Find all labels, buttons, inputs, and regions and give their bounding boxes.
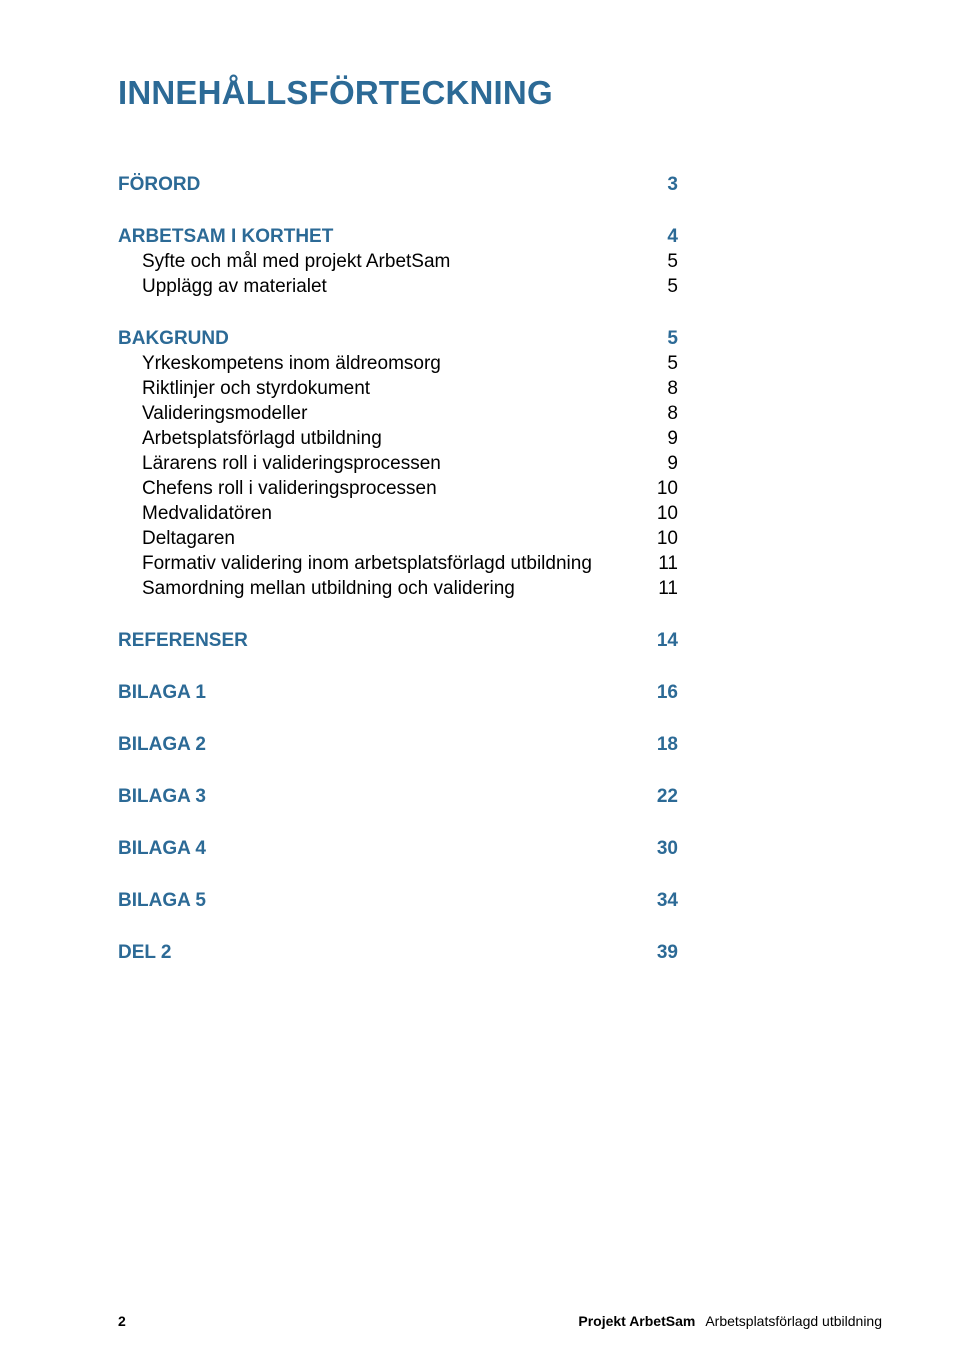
footer-subtitle: Arbetsplatsförlagd utbildning	[705, 1313, 882, 1329]
toc-section-label: BILAGA 5	[118, 890, 628, 912]
toc-subitem-label: Riktlinjer och styrdokument	[142, 378, 628, 400]
toc-subitem-label: Arbetsplatsförlagd utbildning	[142, 428, 628, 450]
toc-subitem: Valideringsmodeller 8	[118, 403, 678, 425]
toc-subitem-page: 5	[648, 276, 678, 298]
page-title: INNEHÅLLSFÖRTECKNING	[118, 74, 842, 112]
footer-page-number: 2	[118, 1313, 126, 1329]
toc-subitem-page: 11	[648, 578, 678, 600]
toc-section-label: BILAGA 4	[118, 838, 628, 860]
toc-subitem-page: 11	[648, 553, 678, 575]
toc-section-page: 14	[648, 630, 678, 652]
toc-subitem: Samordning mellan utbildning och valider…	[118, 578, 678, 600]
toc-section: DEL 2 39	[118, 942, 678, 964]
toc-subitem: Lärarens roll i valideringsprocessen 9	[118, 453, 678, 475]
toc-section-label: ARBETSAM I KORTHET	[118, 226, 628, 248]
toc-section: ARBETSAM I KORTHET 4	[118, 226, 678, 248]
toc-section-page: 5	[648, 328, 678, 350]
toc-section-page: 4	[648, 226, 678, 248]
toc-subitem-page: 5	[648, 353, 678, 375]
toc-subitem-page: 5	[648, 251, 678, 273]
table-of-contents: FÖRORD 3 ARBETSAM I KORTHET 4 Syfte och mål …	[118, 174, 678, 964]
toc-section-label: BILAGA 2	[118, 734, 628, 756]
toc-subitem-page: 10	[648, 503, 678, 525]
toc-subitem-page: 8	[648, 403, 678, 425]
toc-section-page: 16	[648, 682, 678, 704]
toc-subitem-label: Chefens roll i valideringsprocessen	[142, 478, 628, 500]
toc-section-label: BILAGA 1	[118, 682, 628, 704]
toc-subitem-label: Upplägg av materialet	[142, 276, 628, 298]
toc-section-page: 3	[648, 174, 678, 196]
toc-section: BILAGA 3 22	[118, 786, 678, 808]
toc-section: BAKGRUND 5	[118, 328, 678, 350]
toc-section-page: 22	[648, 786, 678, 808]
toc-subitem-label: Samordning mellan utbildning och valider…	[142, 578, 628, 600]
toc-section-page: 30	[648, 838, 678, 860]
toc-subitem-label: Yrkeskompetens inom äldreomsorg	[142, 353, 628, 375]
toc-subitem: Chefens roll i valideringsprocessen 10	[118, 478, 678, 500]
toc-subitem-label: Lärarens roll i valideringsprocessen	[142, 453, 628, 475]
toc-subitem: Medvalidatören 10	[118, 503, 678, 525]
toc-subitem-page: 10	[648, 478, 678, 500]
toc-section: BILAGA 4 30	[118, 838, 678, 860]
toc-section-label: REFERENSER	[118, 630, 628, 652]
footer-right: Projekt ArbetSam Arbetsplatsförlagd utbi…	[578, 1313, 882, 1329]
toc-subitem: Deltagaren 10	[118, 528, 678, 550]
toc-section: FÖRORD 3	[118, 174, 678, 196]
toc-subitem-label: Syfte och mål med projekt ArbetSam	[142, 251, 628, 273]
toc-subitem: Formativ validering inom arbetsplatsförl…	[118, 553, 678, 575]
toc-section-page: 39	[648, 942, 678, 964]
document-page: INNEHÅLLSFÖRTECKNING FÖRORD 3 ARBETSAM I K…	[0, 0, 960, 1371]
toc-subitem-page: 10	[648, 528, 678, 550]
toc-section-page: 18	[648, 734, 678, 756]
toc-subitem-label: Valideringsmodeller	[142, 403, 628, 425]
toc-section-label: BAKGRUND	[118, 328, 628, 350]
toc-section-label: FÖRORD	[118, 174, 628, 196]
toc-section-page: 34	[648, 890, 678, 912]
toc-section-label: DEL 2	[118, 942, 628, 964]
toc-subitem-label: Formativ validering inom arbetsplatsförl…	[142, 553, 628, 575]
toc-subitem-label: Medvalidatören	[142, 503, 628, 525]
toc-section-label: BILAGA 3	[118, 786, 628, 808]
toc-section: BILAGA 5 34	[118, 890, 678, 912]
toc-section: BILAGA 1 16	[118, 682, 678, 704]
toc-subitem-page: 9	[648, 428, 678, 450]
toc-subitem: Riktlinjer och styrdokument 8	[118, 378, 678, 400]
toc-subitem-page: 8	[648, 378, 678, 400]
footer-brand: Projekt ArbetSam	[578, 1313, 695, 1329]
toc-section: REFERENSER 14	[118, 630, 678, 652]
toc-subitem-label: Deltagaren	[142, 528, 628, 550]
toc-subitem-page: 9	[648, 453, 678, 475]
page-footer: 2 Projekt ArbetSam Arbetsplatsförlagd ut…	[118, 1313, 882, 1329]
toc-subitem: Syfte och mål med projekt ArbetSam 5	[118, 251, 678, 273]
toc-subitem: Upplägg av materialet 5	[118, 276, 678, 298]
toc-section: BILAGA 2 18	[118, 734, 678, 756]
toc-subitem: Yrkeskompetens inom äldreomsorg 5	[118, 353, 678, 375]
toc-subitem: Arbetsplatsförlagd utbildning 9	[118, 428, 678, 450]
